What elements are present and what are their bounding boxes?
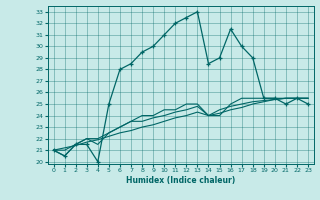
X-axis label: Humidex (Indice chaleur): Humidex (Indice chaleur) bbox=[126, 176, 236, 185]
